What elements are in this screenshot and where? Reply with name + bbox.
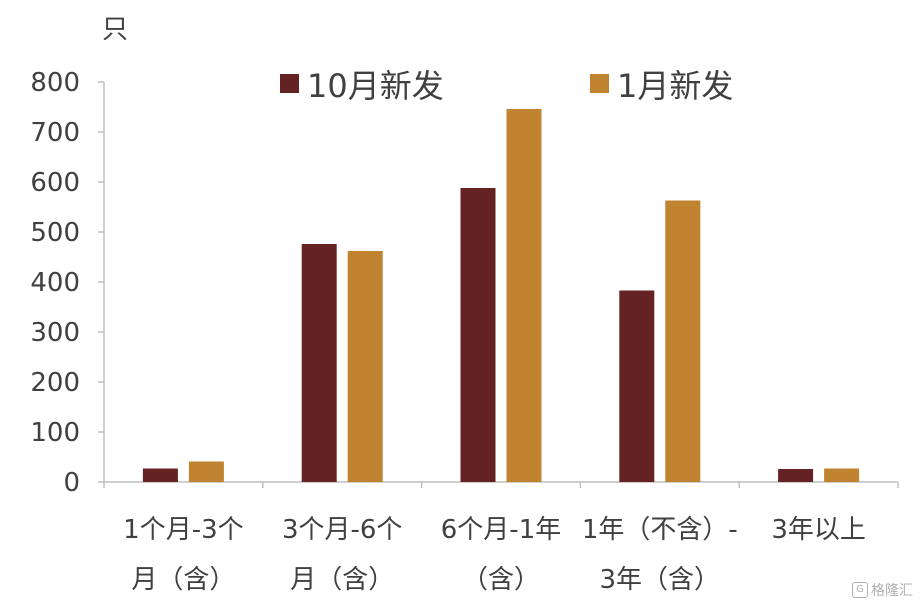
y-axis: 0 100 200 300 400 500 600 700 800 <box>30 68 105 498</box>
y-tick-label: 100 <box>30 418 80 448</box>
y-tick-label: 700 <box>30 118 80 148</box>
bar <box>824 468 860 482</box>
y-tick-label: 200 <box>30 368 80 398</box>
x-category-label: 月（含） <box>290 565 394 595</box>
x-axis: 1个月-3个月（含）3个月-6个月（含）6个月-1年（含）1年（不含）-3年（含… <box>103 481 899 595</box>
bar <box>665 200 701 482</box>
y-tick-label: 800 <box>30 68 80 98</box>
y-tick-label: 0 <box>63 468 80 498</box>
x-category-label: 3个月-6个 <box>282 515 402 545</box>
y-unit-label: 只 <box>102 15 128 45</box>
x-category-label: 1年（不含）- <box>582 515 738 545</box>
bars <box>142 109 860 482</box>
x-category-label: 6个月-1年 <box>441 515 561 545</box>
legend: 10月新发 1月新发 <box>280 67 733 105</box>
legend-swatch <box>280 74 299 93</box>
x-category-label: 月（含） <box>131 565 235 595</box>
legend-label: 1月新发 <box>617 67 733 105</box>
legend-label: 10月新发 <box>307 67 444 105</box>
bar <box>460 188 496 482</box>
x-category-label: 1个月-3个 <box>123 515 243 545</box>
bar <box>506 109 542 482</box>
y-tick-label: 300 <box>30 318 80 348</box>
watermark-text: 格隆汇 <box>871 583 913 599</box>
y-tick-label: 500 <box>30 218 80 248</box>
bar <box>142 468 178 482</box>
bar <box>778 469 814 482</box>
x-category-label: 3年以上 <box>771 515 866 545</box>
bar <box>188 461 224 482</box>
x-category-label: 3年（含） <box>600 565 721 595</box>
x-category-label: （含） <box>462 565 540 595</box>
y-tick-label: 400 <box>30 268 80 298</box>
bar <box>301 244 337 482</box>
y-tick-label: 600 <box>30 168 80 198</box>
bar <box>347 251 383 482</box>
legend-swatch <box>590 74 609 93</box>
bar <box>619 290 655 482</box>
watermark-logo-icon: G <box>852 582 868 598</box>
watermark: G 格隆汇 <box>852 580 913 600</box>
